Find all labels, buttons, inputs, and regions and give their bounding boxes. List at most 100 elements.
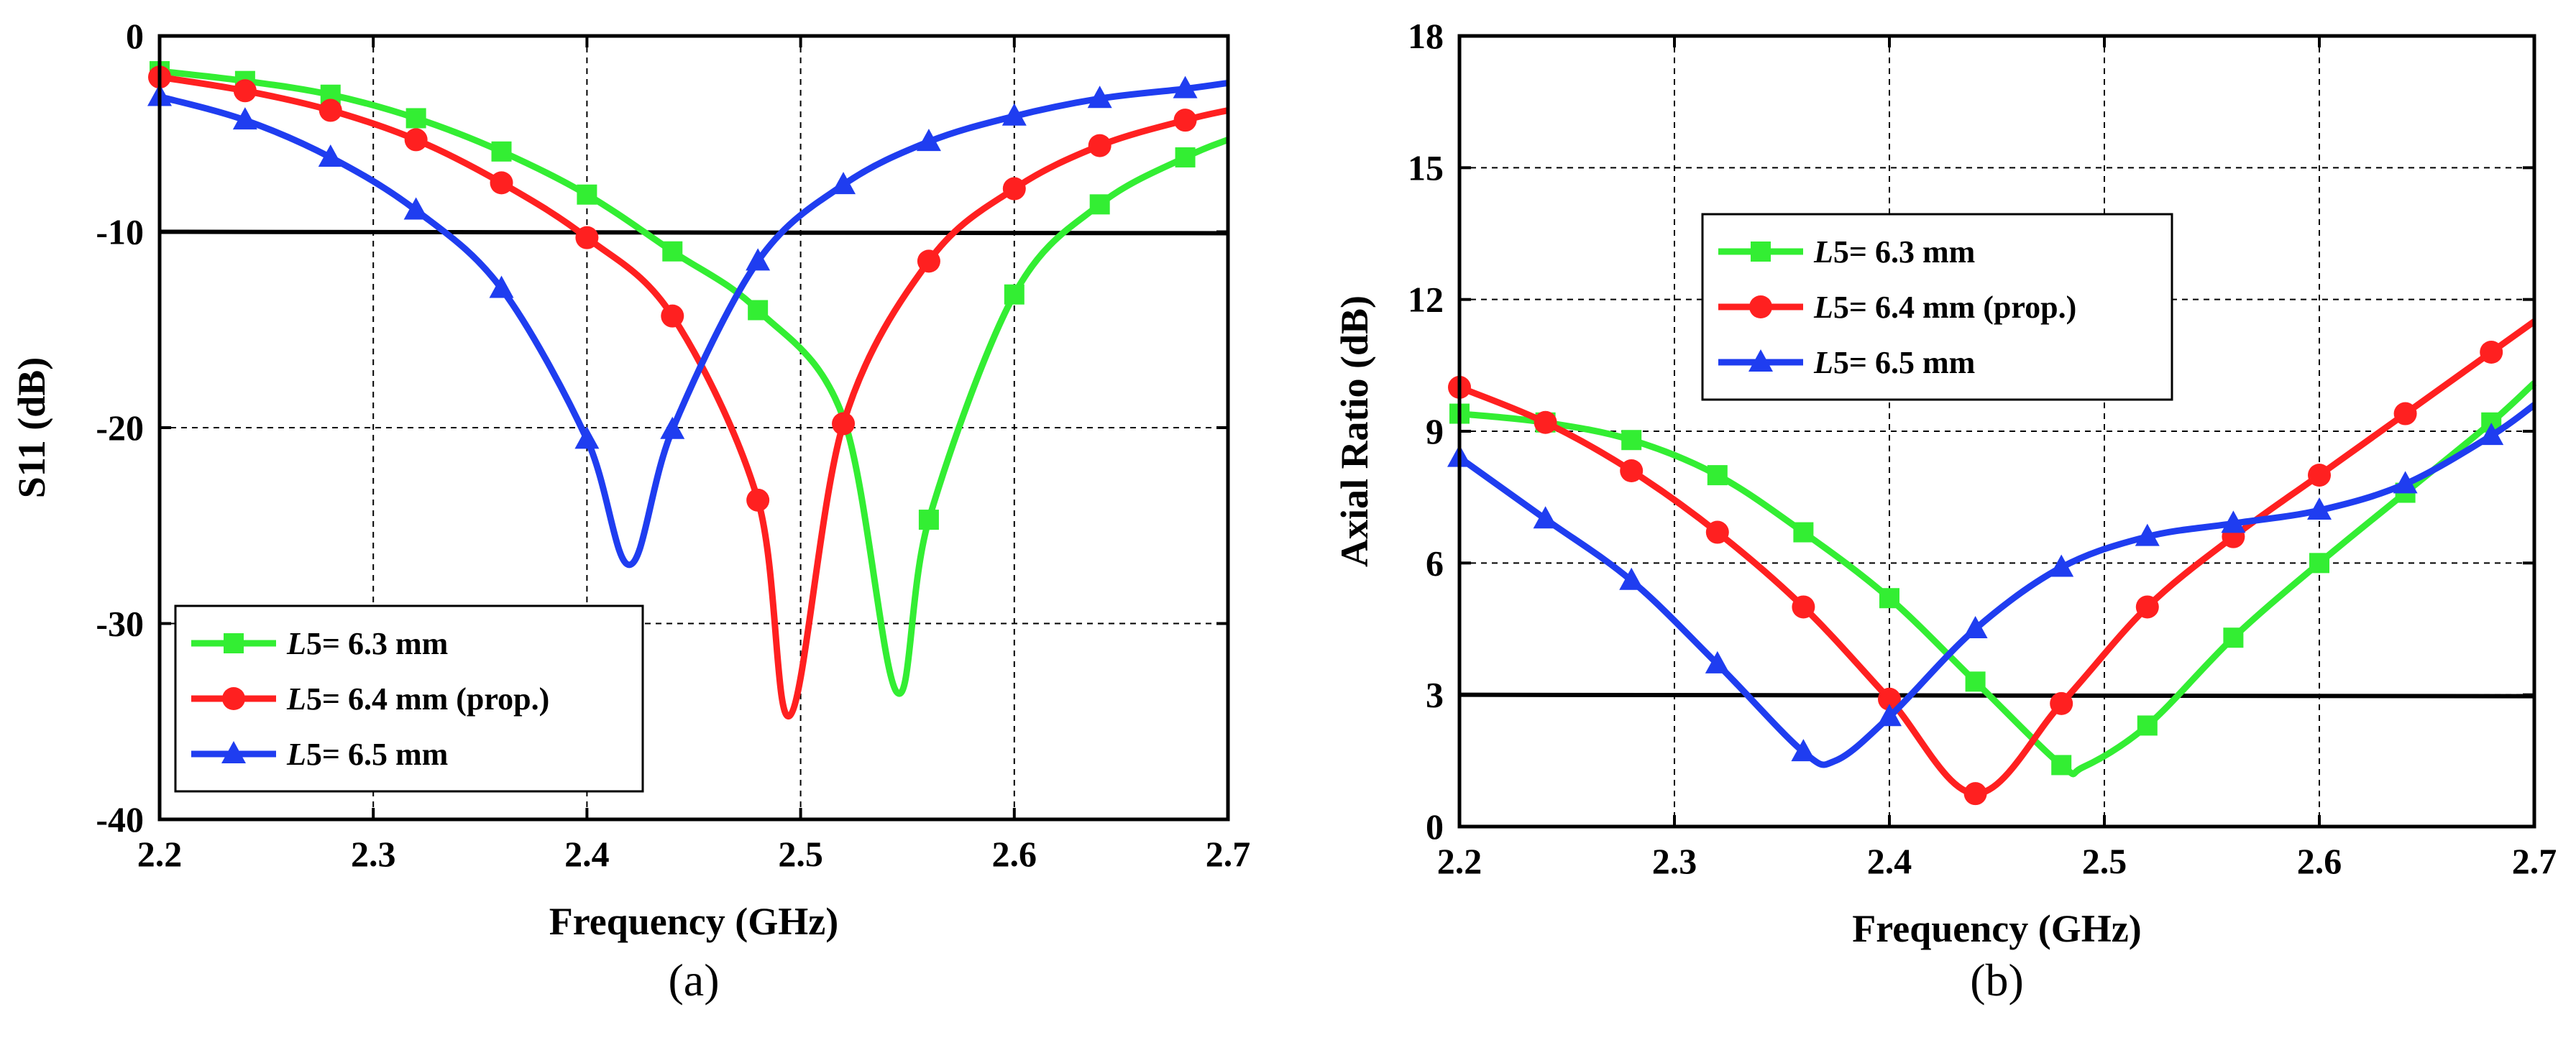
y-axis-title: S11 (dB)	[10, 357, 53, 499]
legend-swatch-marker	[1749, 295, 1772, 318]
series-green	[150, 61, 1229, 697]
data-point	[1792, 595, 1815, 619]
legend-item: L5= 6.5 mm	[191, 737, 448, 772]
y-tick-label: 0	[1426, 806, 1444, 847]
x-tick-label: 2.5	[2082, 841, 2127, 881]
legend: L5= 6.3 mm L5= 6.4 mm (prop.) L5= 6.5 mm	[174, 604, 644, 793]
series-line	[1457, 402, 2536, 768]
x-tick-label: 2.2	[1437, 841, 1482, 881]
data-point	[318, 144, 343, 167]
legend: L5= 6.3 mm L5= 6.4 mm (prop.) L5= 6.5 mm	[1701, 213, 2173, 401]
data-point	[2137, 715, 2158, 736]
data-point	[1963, 616, 1988, 638]
legend-item: L5= 6.5 mm	[1718, 345, 1975, 380]
data-point	[2393, 471, 2418, 494]
data-point	[405, 108, 426, 129]
data-point	[918, 510, 939, 530]
data-point	[660, 416, 685, 439]
data-point	[403, 197, 428, 220]
data-point	[1705, 520, 1729, 544]
data-point	[2135, 595, 2159, 619]
x-tick-label: 2.3	[1652, 841, 1697, 881]
x-axis-title: Frequency (GHz)	[549, 900, 838, 943]
data-point	[1173, 109, 1197, 132]
data-point	[746, 488, 770, 512]
legend-swatch-marker	[1748, 349, 1773, 372]
data-point	[746, 248, 771, 271]
chart-panel-b: 2.2 2.3 2.4 2.5 2.6 2.7 0 3 6 9 12 15 18 Frequency (G…	[1333, 16, 2557, 1006]
y-tick-label: 12	[1408, 280, 1444, 320]
data-point	[404, 128, 428, 152]
data-point	[1705, 650, 1730, 673]
legend-label: L5= 6.5 mm	[1813, 345, 1975, 380]
data-point	[1619, 567, 1644, 590]
data-point	[1004, 284, 1025, 305]
data-point	[2223, 627, 2244, 648]
data-point	[1002, 177, 1026, 201]
x-tick-label: 2.6	[2297, 841, 2342, 881]
data-point	[748, 300, 769, 321]
y-tick-label: 0	[126, 16, 144, 56]
x-axis-title: Frequency (GHz)	[1852, 907, 2141, 950]
y-tick-label: 6	[1426, 543, 1444, 583]
data-point	[1173, 75, 1198, 98]
legend-label: L5= 6.4 mm (prop.)	[1813, 290, 2076, 325]
legend-label: L5= 6.3 mm	[1813, 234, 1975, 270]
legend-label: L5= 6.3 mm	[286, 626, 448, 661]
x-tick-label: 2.2	[137, 834, 183, 874]
data-point	[1965, 671, 1986, 692]
panel-label: (a)	[668, 954, 719, 1006]
data-point	[916, 129, 941, 152]
legend-swatch-marker	[1751, 242, 1771, 262]
data-point	[2221, 510, 2246, 533]
data-point	[1707, 465, 1728, 486]
x-tick-label: 2.5	[778, 834, 823, 874]
data-point	[832, 412, 856, 436]
data-point	[1620, 459, 1644, 482]
data-point	[1175, 147, 1196, 167]
data-point	[2480, 341, 2503, 364]
legend-item: L5= 6.4 mm (prop.)	[1718, 290, 2076, 325]
data-point	[1088, 134, 1111, 157]
y-tick-label: -20	[96, 408, 144, 448]
data-point	[574, 426, 600, 449]
data-point	[489, 275, 514, 298]
data-point	[233, 79, 257, 103]
data-point	[318, 98, 342, 122]
data-point	[661, 304, 684, 328]
data-point	[2051, 755, 2072, 776]
series-blue	[147, 75, 1229, 569]
y-tick-label: -30	[96, 604, 144, 644]
data-point	[1534, 410, 1557, 434]
data-point	[1533, 506, 1558, 529]
panel-label: (b)	[1970, 954, 2024, 1006]
data-point	[1879, 588, 1899, 609]
data-point	[1878, 687, 1901, 711]
x-tick-label: 2.7	[1206, 834, 1251, 874]
data-point	[491, 141, 512, 162]
y-tick-label: 15	[1408, 147, 1444, 188]
series-red	[148, 65, 1229, 719]
legend-item: L5= 6.4 mm (prop.)	[191, 681, 549, 717]
series-blue	[1447, 402, 2536, 768]
data-point	[917, 249, 940, 273]
data-point	[2479, 423, 2504, 446]
data-point	[232, 107, 257, 130]
legend-item: L5= 6.3 mm	[191, 626, 448, 661]
x-tick-label: 2.4	[1867, 841, 1912, 881]
y-tick-label: -40	[96, 799, 144, 840]
data-point	[577, 184, 597, 205]
data-point	[2308, 464, 2331, 487]
chart-panel-a: 2.2 2.3 2.4 2.5 2.6 2.7 0 -10 -20 -30 -40 Frequency…	[10, 16, 1250, 1006]
data-point	[2309, 553, 2329, 574]
series-line	[1458, 318, 2536, 797]
grid	[1459, 36, 2534, 827]
y-axis-title: Axial Ratio (dB)	[1333, 295, 1376, 567]
data-point	[2393, 402, 2417, 426]
reference-line	[1459, 692, 2535, 699]
legend-label: L5= 6.4 mm (prop.)	[286, 681, 549, 717]
legend-swatch-marker	[224, 633, 244, 653]
plot-frame	[1457, 34, 2536, 829]
data-point	[2050, 691, 2073, 715]
